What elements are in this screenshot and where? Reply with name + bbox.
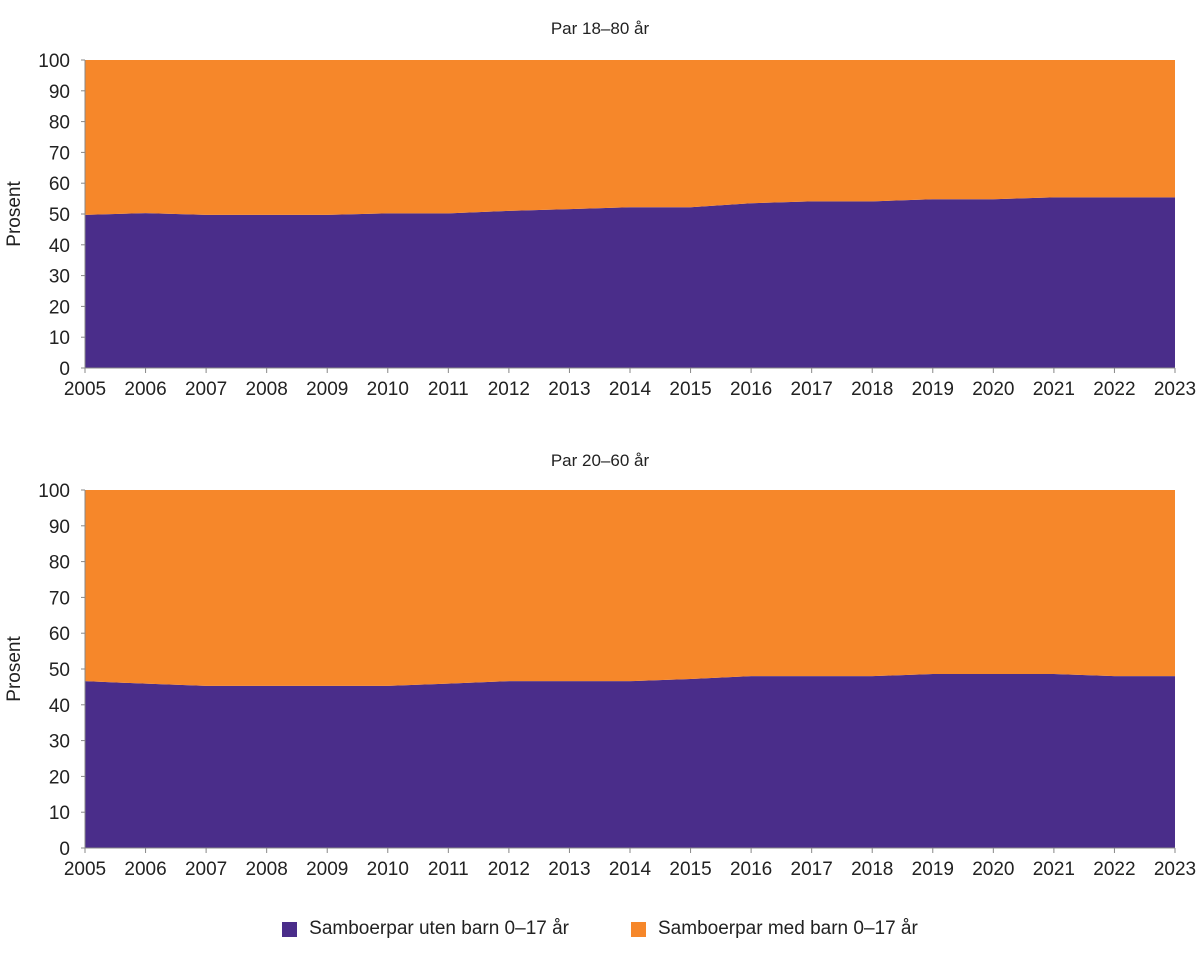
y-tick-label: 80 [49, 553, 70, 574]
y-tick-label: 30 [49, 732, 70, 753]
legend: Samboerpar uten barn 0–17 år Samboerpar … [0, 918, 1200, 940]
y-tick-label: 0 [59, 839, 70, 860]
x-tick-label: 2012 [488, 859, 530, 880]
legend-swatch-med-barn [631, 921, 646, 937]
y-tick-label: 100 [38, 51, 70, 72]
y-tick-label: 20 [49, 297, 70, 318]
y-tick-label: 10 [49, 328, 70, 349]
y-tick-label: 70 [49, 143, 70, 164]
x-tick-label: 2023 [1154, 859, 1196, 880]
x-tick-label: 2011 [428, 859, 469, 880]
y-tick-label: 50 [49, 660, 70, 681]
x-tick-label: 2005 [64, 379, 106, 400]
x-tick-label: 2013 [548, 859, 590, 880]
x-tick-label: 2007 [185, 379, 227, 400]
legend-item-med-barn: Samboerpar med barn 0–17 år [631, 918, 918, 940]
x-tick-label: 2017 [791, 379, 833, 400]
x-tick-label: 2008 [246, 859, 288, 880]
y-tick-label: 90 [49, 82, 70, 103]
x-tick-label: 2020 [972, 379, 1014, 400]
x-tick-label: 2015 [669, 859, 711, 880]
x-tick-label: 2012 [488, 379, 530, 400]
x-tick-label: 2016 [730, 379, 772, 400]
x-tick-label: 2023 [1154, 379, 1196, 400]
y-tick-label: 80 [49, 113, 70, 134]
chart-title: Par 18–80 år [551, 19, 650, 38]
x-tick-label: 2017 [791, 859, 833, 880]
x-tick-label: 2006 [124, 859, 166, 880]
y-tick-label: 90 [49, 517, 70, 538]
y-tick-label: 40 [49, 696, 70, 717]
x-tick-label: 2009 [306, 379, 348, 400]
y-tick-label: 70 [49, 588, 70, 609]
legend-label: Samboerpar med barn 0–17 år [658, 918, 918, 939]
y-tick-label: 30 [49, 267, 70, 288]
y-tick-label: 60 [49, 174, 70, 195]
y-tick-label: 10 [49, 803, 70, 824]
y-tick-label: 40 [49, 236, 70, 257]
y-tick-label: 50 [49, 205, 70, 226]
x-tick-label: 2013 [548, 379, 590, 400]
chart-title: Par 20–60 år [551, 451, 650, 470]
area-series-uten-barn [85, 674, 1175, 848]
area-series-med-barn [85, 490, 1175, 686]
x-tick-label: 2009 [306, 859, 348, 880]
x-tick-label: 2016 [730, 859, 772, 880]
area-series-uten-barn [85, 197, 1175, 368]
x-tick-label: 2019 [912, 859, 954, 880]
x-tick-label: 2005 [64, 859, 106, 880]
x-tick-label: 2018 [851, 859, 893, 880]
legend-item-uten-barn: Samboerpar uten barn 0–17 år [282, 918, 569, 940]
x-tick-label: 2007 [185, 859, 227, 880]
y-axis-label: Prosent [4, 181, 25, 247]
x-tick-label: 2010 [367, 379, 409, 400]
x-tick-label: 2014 [609, 859, 652, 880]
x-tick-label: 2008 [246, 379, 288, 400]
y-tick-label: 100 [38, 481, 70, 502]
x-tick-label: 2020 [972, 859, 1014, 880]
legend-label: Samboerpar uten barn 0–17 år [309, 918, 569, 939]
x-tick-label: 2022 [1093, 859, 1135, 880]
legend-swatch-uten-barn [282, 921, 298, 937]
x-tick-label: 2019 [912, 379, 954, 400]
x-tick-label: 2014 [609, 379, 652, 400]
x-tick-label: 2022 [1093, 379, 1135, 400]
y-tick-label: 20 [49, 767, 70, 788]
x-tick-label: 2018 [851, 379, 893, 400]
x-tick-label: 2006 [124, 379, 166, 400]
y-tick-label: 0 [59, 359, 70, 380]
x-tick-label: 2021 [1033, 379, 1075, 400]
x-tick-label: 2021 [1033, 859, 1075, 880]
x-tick-label: 2011 [428, 379, 469, 400]
x-tick-label: 2015 [669, 379, 711, 400]
area-series-med-barn [85, 60, 1175, 215]
x-tick-label: 2010 [367, 859, 409, 880]
charts-svg: Par 18–80 år Prosent 0 10 20 30 40 50 60 70 80 90 10… [4, 19, 1196, 880]
y-tick-label: 60 [49, 624, 70, 645]
y-axis-label: Prosent [4, 636, 25, 702]
